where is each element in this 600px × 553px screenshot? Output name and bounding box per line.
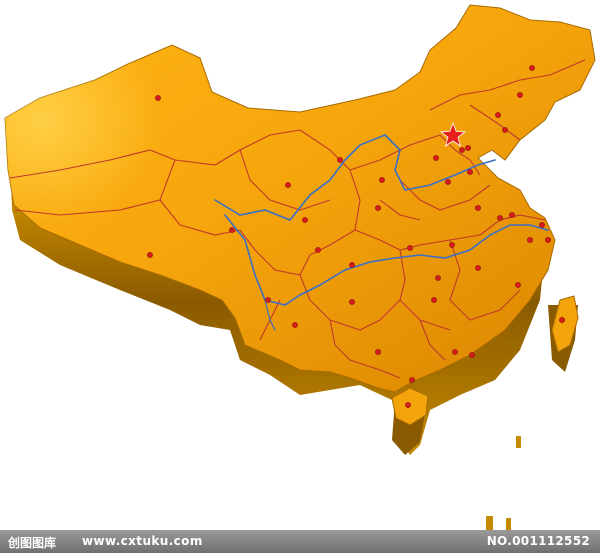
- city-marker: [529, 65, 535, 71]
- city-marker: [459, 147, 465, 153]
- city-marker: [449, 242, 455, 248]
- rivers: [214, 134, 549, 331]
- city-marker: [502, 127, 508, 133]
- city-marker: [433, 155, 439, 161]
- south-sea-islets: [486, 436, 521, 532]
- city-marker: [375, 205, 381, 211]
- city-marker: [445, 179, 451, 185]
- city-marker: [265, 297, 271, 303]
- city-marker: [431, 297, 437, 303]
- city-marker: [527, 237, 533, 243]
- watermark-serial: NO.001112552: [486, 534, 590, 548]
- city-marker: [407, 245, 413, 251]
- taiwan-island: [551, 295, 579, 353]
- city-marker: [405, 402, 411, 408]
- city-marker: [469, 352, 475, 358]
- watermark-url: www.cxtuku.com: [82, 534, 203, 548]
- provincial-borders: [9, 59, 586, 379]
- city-marker: [155, 95, 161, 101]
- city-marker: [349, 299, 355, 305]
- watermark-bar: 创图图库 www.cxtuku.com NO.001112552: [0, 530, 600, 553]
- city-marker: [517, 92, 523, 98]
- city-marker: [315, 247, 321, 253]
- city-marker: [379, 177, 385, 183]
- city-marker: [539, 222, 545, 228]
- capital-star-icon: [439, 121, 467, 147]
- city-marker: [349, 262, 355, 268]
- yangtze-river: [224, 214, 549, 306]
- city-marker: [515, 282, 521, 288]
- watermark-brand: 创图图库: [8, 536, 57, 550]
- city-marker: [475, 205, 481, 211]
- city-marker: [435, 275, 441, 281]
- city-marker: [545, 237, 551, 243]
- city-marker: [409, 377, 415, 383]
- city-marker: [147, 252, 153, 258]
- yellow-river: [214, 134, 496, 221]
- city-marker: [292, 322, 298, 328]
- city-marker: [465, 145, 471, 151]
- city-marker: [475, 265, 481, 271]
- city-marker: [285, 182, 291, 188]
- city-marker: [229, 227, 235, 233]
- city-markers: [147, 65, 565, 408]
- city-marker: [302, 217, 308, 223]
- city-marker: [337, 157, 343, 163]
- city-marker: [495, 112, 501, 118]
- city-marker: [452, 349, 458, 355]
- city-marker: [509, 212, 515, 218]
- city-marker: [497, 215, 503, 221]
- city-marker: [467, 169, 473, 175]
- city-marker: [375, 349, 381, 355]
- city-marker: [559, 317, 565, 323]
